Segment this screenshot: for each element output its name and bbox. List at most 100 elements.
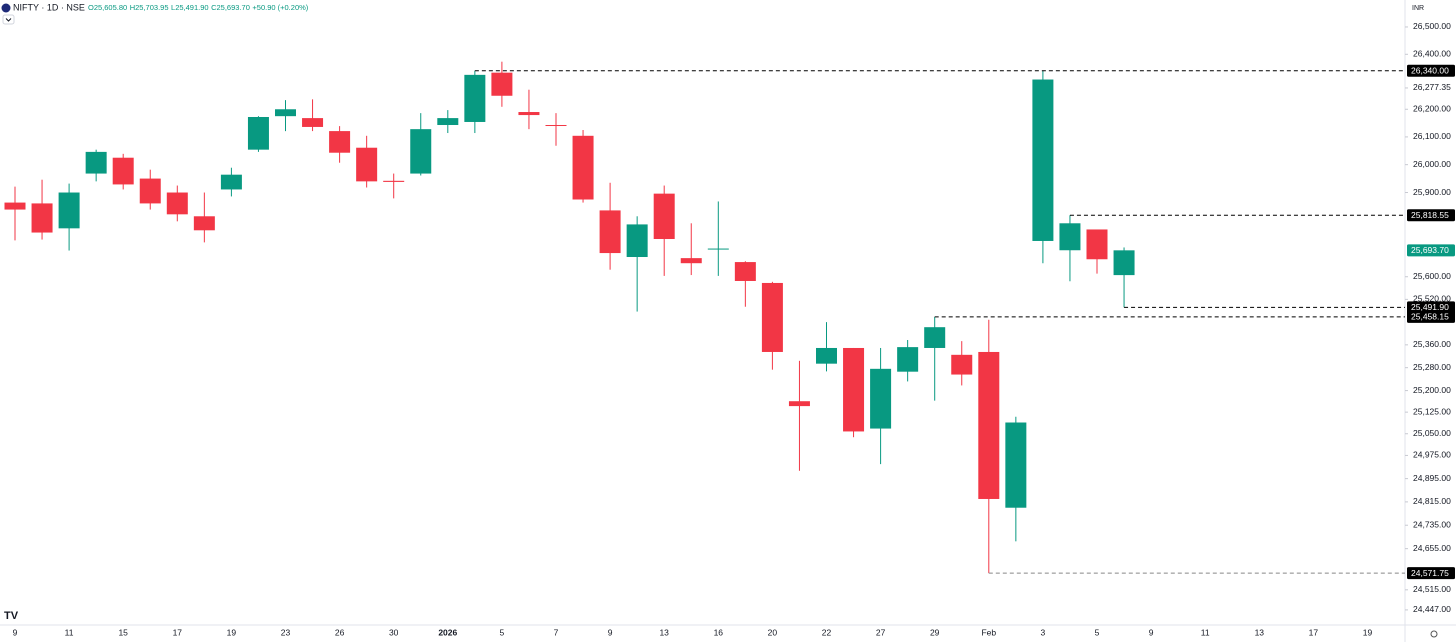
y-tick-label: 26,200.00 xyxy=(1413,104,1451,114)
candle-body xyxy=(31,203,53,233)
x-tick-label: 26 xyxy=(335,627,345,637)
x-tick-label: 9 xyxy=(13,627,18,637)
candle-body xyxy=(680,258,702,264)
candle-body xyxy=(302,118,324,127)
y-tick-label: 24,655.00 xyxy=(1413,543,1451,553)
candle-body xyxy=(870,368,892,429)
x-tick-label: 29 xyxy=(930,627,940,637)
ohlc-value: L25,491.90 xyxy=(171,3,209,12)
candle-body xyxy=(220,174,242,190)
candle-body xyxy=(843,347,865,432)
y-tick-label: 25,050.00 xyxy=(1413,428,1451,438)
candle-body xyxy=(1086,229,1108,260)
ohlc-value: C25,693.70 xyxy=(211,3,250,12)
candle-body xyxy=(1113,250,1135,276)
x-tick-label: 2026 xyxy=(438,627,457,637)
x-tick-label: Feb xyxy=(981,627,996,637)
x-tick-label: 11 xyxy=(1201,627,1210,637)
candle-body xyxy=(707,248,729,250)
price-label: 24,571.75 xyxy=(1411,568,1449,578)
candle-body xyxy=(491,72,513,96)
y-tick-label: 24,975.00 xyxy=(1413,450,1451,460)
x-tick-label: 22 xyxy=(822,627,832,637)
y-tick-label: 25,280.00 xyxy=(1413,362,1451,372)
x-tick-label: 19 xyxy=(1363,627,1373,637)
candle-body xyxy=(924,327,946,348)
x-tick-label: 17 xyxy=(173,627,183,637)
candle-body xyxy=(653,193,675,240)
candle-body xyxy=(193,216,215,231)
y-tick-label: 24,895.00 xyxy=(1413,473,1451,483)
x-tick-label: 27 xyxy=(876,627,886,637)
price-label-bg xyxy=(1407,301,1455,314)
y-tick-label: 24,447.00 xyxy=(1413,604,1451,614)
x-tick-label: 9 xyxy=(608,627,613,637)
price-label: 25,491.90 xyxy=(1411,302,1449,312)
x-tick-label: 13 xyxy=(659,627,669,637)
y-tick-label: 24,515.00 xyxy=(1413,584,1451,594)
candle-body xyxy=(761,282,783,352)
candle-body xyxy=(734,262,756,281)
ohlc-value: O25,605.80 xyxy=(88,3,127,12)
x-tick-label: 20 xyxy=(768,627,778,637)
x-tick-label: 13 xyxy=(1255,627,1265,637)
candle-body xyxy=(275,109,296,117)
price-label-bg xyxy=(1407,244,1455,257)
ohlc-value: H25,703.95 xyxy=(130,3,169,12)
candle-body xyxy=(897,347,919,372)
symbol-icon xyxy=(1,3,11,13)
candle-body xyxy=(1059,223,1081,251)
legend-toggle[interactable] xyxy=(2,14,15,25)
price-label-bg xyxy=(1407,209,1455,222)
price-label: 25,693.70 xyxy=(1411,245,1449,255)
y-tick-label: 26,100.00 xyxy=(1413,131,1451,141)
candle-body xyxy=(1032,79,1054,241)
y-tick-label: 24,735.00 xyxy=(1413,519,1451,529)
candle-body xyxy=(518,112,540,116)
candle-body xyxy=(329,131,351,153)
candle-body xyxy=(112,157,134,185)
tv-logo: TV xyxy=(4,610,19,622)
candle-body xyxy=(1005,422,1027,508)
candle-body xyxy=(4,202,26,210)
x-tick-label: 3 xyxy=(1041,627,1046,637)
candle-body xyxy=(978,351,1000,499)
ohlc-value: +50.90 (+0.20%) xyxy=(252,3,308,12)
x-tick-label: 16 xyxy=(714,627,724,637)
x-tick-label: 17 xyxy=(1309,627,1319,637)
currency-label: INR xyxy=(1412,5,1424,12)
candle-body xyxy=(58,192,80,229)
y-tick-label: 25,360.00 xyxy=(1413,339,1451,349)
x-tick-label: 19 xyxy=(227,627,237,637)
y-tick-label: 25,900.00 xyxy=(1413,187,1451,197)
candle-body xyxy=(599,210,621,254)
x-tick-label: 5 xyxy=(1095,627,1100,637)
candle-body xyxy=(626,224,648,258)
price-label-bg xyxy=(1407,310,1455,323)
x-tick-label: 5 xyxy=(500,627,505,637)
candle-body xyxy=(356,147,378,182)
y-tick-label: 26,277.35 xyxy=(1413,82,1451,92)
x-tick-label: 11 xyxy=(65,627,74,637)
y-tick-label: 25,200.00 xyxy=(1413,385,1451,395)
price-label: 25,818.55 xyxy=(1411,210,1449,220)
price-label: 25,458.15 xyxy=(1411,312,1449,322)
candle-body xyxy=(951,354,973,375)
legend-toggle-icon xyxy=(5,18,12,22)
symbol-title: NIFTY · 1D · NSE xyxy=(13,2,85,12)
y-tick-label: 25,600.00 xyxy=(1413,271,1451,281)
candle-body xyxy=(464,74,486,122)
y-tick-label: 25,520.00 xyxy=(1413,294,1451,304)
y-tick-label: 26,400.00 xyxy=(1413,49,1451,59)
ohlc-legend: O25,605.80 H25,703.95 L25,491.90 C25,693… xyxy=(88,2,309,12)
candle-body xyxy=(383,180,405,182)
price-label-bg xyxy=(1407,64,1455,77)
candle-body xyxy=(545,125,567,127)
candle-body xyxy=(572,135,594,200)
candle-body xyxy=(247,116,269,150)
candle-body xyxy=(816,347,837,364)
candle-body xyxy=(166,192,188,215)
settings-icon[interactable] xyxy=(1430,630,1438,638)
candle-body xyxy=(410,129,432,174)
